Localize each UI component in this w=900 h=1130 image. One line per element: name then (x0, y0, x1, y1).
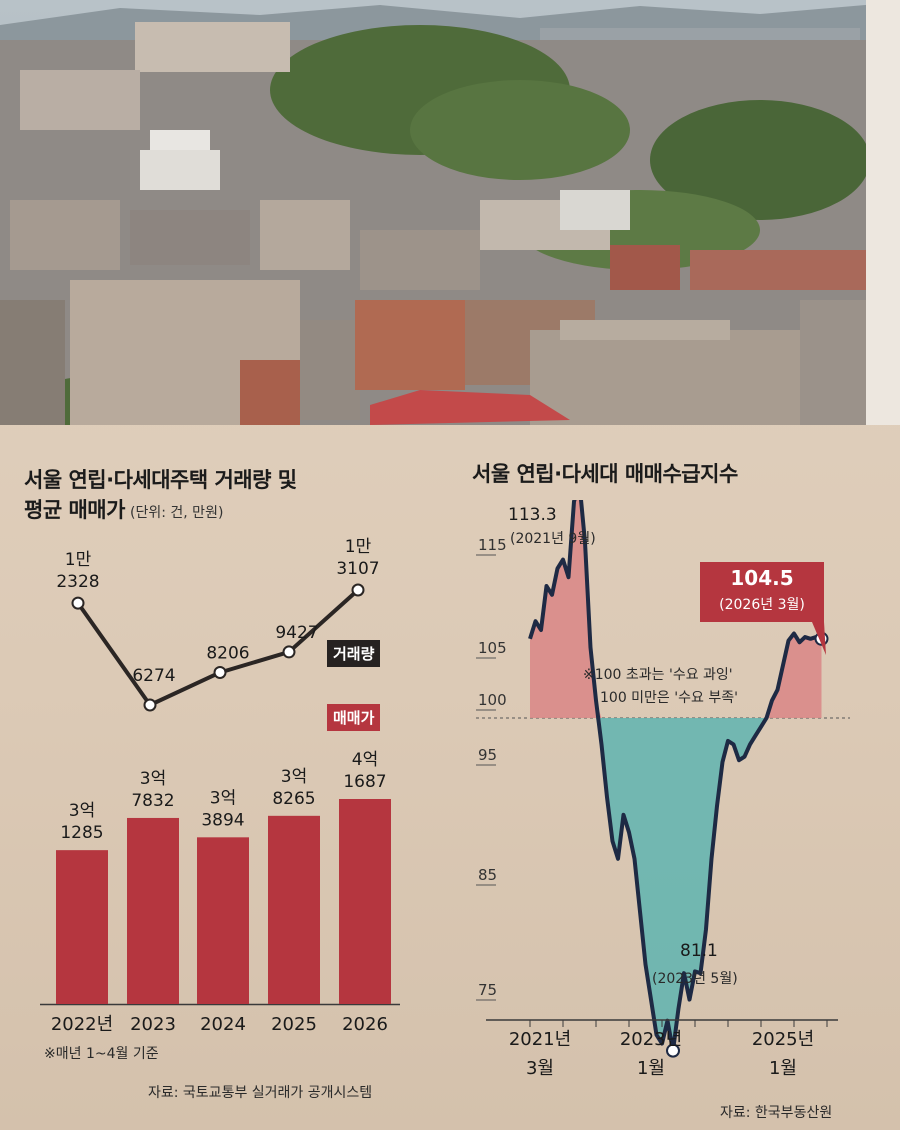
left-chart-title-line1: 서울 연립·다세대주택 거래량 및 (24, 468, 297, 492)
peak-date: (2021년 9월) (510, 531, 596, 547)
left-chart: 3억12852022년3억783220233억389420243억8265202… (40, 537, 400, 1035)
volume-point (282, 645, 296, 659)
x-tick-label: 2024 (200, 1014, 246, 1035)
price-label-top: 3억 (210, 788, 236, 808)
price-bar (56, 850, 108, 1004)
peak-value: 113.3 (508, 505, 557, 525)
x-tick-label-year: 2021년 (509, 1029, 571, 1050)
volume-label-top: 1만 (65, 550, 92, 570)
volume-point (351, 583, 365, 597)
note-line2: 100 미만은 '수요 부족' (600, 690, 738, 706)
x-tick-label-month: 3월 (526, 1058, 554, 1079)
buildings (0, 22, 900, 425)
price-label-bottom: 3894 (201, 810, 244, 830)
latest-date: (2026년 3월) (719, 597, 805, 613)
price-bar (339, 799, 391, 1004)
x-tick-label-month: 1월 (769, 1058, 797, 1079)
y-tick-label: 100 (478, 691, 507, 709)
left-source: 자료: 국토교통부 실거래가 공개시스템 (148, 1085, 373, 1101)
volume-label-bottom: 3107 (336, 559, 379, 579)
volume-label-top: 1만 (345, 537, 372, 557)
price-label-bottom: 7832 (131, 791, 174, 811)
note-line1: ※100 초과는 '수요 과잉' (583, 667, 733, 683)
price-bar (127, 817, 179, 1004)
latest-callout: 104.5 (2026년 3월) (700, 562, 824, 622)
price-label-top: 4억 (352, 750, 378, 770)
y-tick-label: 95 (478, 746, 497, 764)
y-tick-label: 85 (478, 866, 497, 884)
shortage-area (530, 718, 822, 1051)
index-highlight-point (666, 1043, 680, 1058)
x-tick-label-year: 2025년 (752, 1029, 814, 1050)
x-tick-label: 2023 (130, 1014, 176, 1035)
price-label-top: 3억 (69, 801, 95, 821)
low-date: (2023년 5월) (652, 971, 738, 987)
x-tick-label-month: 1월 (637, 1058, 665, 1079)
right-source: 자료: 한국부동산원 (720, 1105, 833, 1121)
x-tick-label: 2025 (271, 1014, 317, 1035)
volume-label: 6274 (132, 666, 175, 686)
legend-price: 매매가 (327, 704, 381, 731)
price-label-bottom: 8265 (272, 789, 315, 809)
left-footnote: ※매년 1~4월 기준 (44, 1046, 159, 1062)
x-tick-label: 2026 (342, 1014, 388, 1035)
left-chart-unit: (단위: 건, 만원) (130, 505, 224, 521)
price-label-top: 3억 (281, 767, 307, 787)
price-label-top: 3억 (140, 769, 166, 789)
price-label-bottom: 1285 (60, 823, 103, 843)
index-line (528, 500, 823, 1053)
right-chart: 115 105 100 95 85 75 2021년 3월 2023년 1월 2025년 1월 (476, 500, 850, 1079)
y-tick-label: 115 (478, 536, 507, 554)
right-chart-title: 서울 연립·다세대 매매수급지수 (472, 462, 738, 486)
x-tick-label: 2022년 (51, 1014, 113, 1035)
left-chart-title-line2: 평균 매매가 (24, 498, 125, 522)
volume-label: 9427 (275, 623, 318, 643)
volume-label-bottom: 2328 (56, 572, 99, 592)
neighborhood-photo (0, 0, 900, 425)
legend-volume: 거래량 (327, 640, 381, 667)
x-tick-label-year: 2023년 (620, 1029, 682, 1050)
volume-point (71, 596, 85, 610)
latest-value: 104.5 (730, 566, 794, 590)
left-chart-title-line2-row: 평균 매매가 (단위: 건, 만원) (24, 494, 223, 524)
volume-point (213, 665, 227, 679)
price-label-bottom: 1687 (343, 772, 386, 792)
y-tick-label: 105 (478, 639, 507, 657)
low-value: 81.1 (680, 941, 718, 961)
price-bar (197, 837, 249, 1004)
volume-label: 8206 (206, 643, 249, 663)
y-tick-label: 75 (478, 981, 497, 999)
price-bar (268, 815, 320, 1004)
volume-point (143, 698, 157, 712)
callout-pointer (812, 622, 826, 655)
